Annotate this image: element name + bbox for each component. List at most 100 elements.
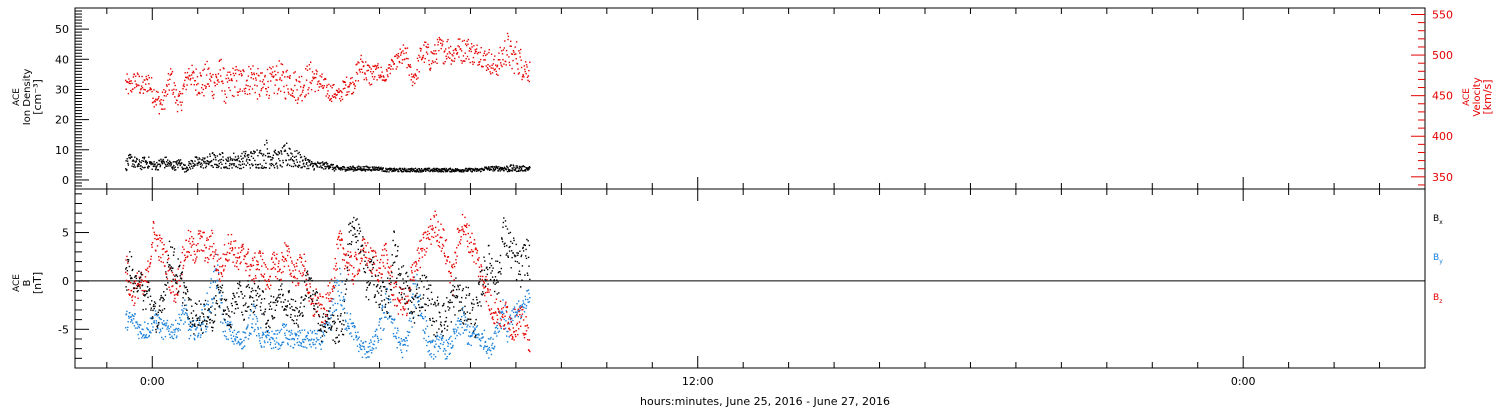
by-point xyxy=(260,345,262,347)
density-point xyxy=(199,158,201,160)
by-point xyxy=(131,314,133,316)
bz-point xyxy=(313,313,316,316)
bx-point xyxy=(142,300,145,302)
by-point xyxy=(144,321,146,323)
velocity-point xyxy=(179,90,181,93)
by-point xyxy=(361,348,363,351)
velocity-point xyxy=(446,40,448,43)
by-point xyxy=(489,349,491,351)
bz-point xyxy=(313,315,315,317)
density-point xyxy=(414,170,416,172)
bz-point xyxy=(379,261,381,264)
velocity-point xyxy=(264,74,266,77)
density-point xyxy=(390,168,393,171)
by-point xyxy=(434,356,437,358)
by-point xyxy=(326,322,328,324)
velocity-point xyxy=(251,88,254,90)
velocity-point xyxy=(518,50,520,52)
bx-point xyxy=(341,328,343,330)
bx-point xyxy=(187,290,189,293)
velocity-point xyxy=(200,75,202,77)
bx-point xyxy=(250,296,252,298)
by-point xyxy=(358,343,361,345)
bx-point xyxy=(168,266,170,268)
by-point xyxy=(515,311,517,313)
bx-point xyxy=(173,248,176,250)
velocity-point xyxy=(278,87,280,90)
density-point xyxy=(128,157,130,159)
bz-point xyxy=(408,299,410,301)
bz-point xyxy=(451,265,453,268)
by-point xyxy=(217,264,219,266)
density-point xyxy=(245,164,247,166)
bx-point xyxy=(239,285,242,287)
density-point xyxy=(156,161,158,164)
velocity-point xyxy=(310,89,313,91)
density-point xyxy=(150,163,152,166)
density-point xyxy=(296,161,298,163)
velocity-point xyxy=(415,75,417,77)
by-point xyxy=(389,301,392,303)
bx-point xyxy=(421,274,424,277)
velocity-point xyxy=(473,61,475,64)
velocity-point xyxy=(330,85,332,87)
velocity-point xyxy=(138,75,140,78)
bx-point xyxy=(168,240,171,243)
bz-point xyxy=(453,279,455,281)
bz-point xyxy=(197,233,200,235)
by-point xyxy=(170,331,172,333)
bz-point xyxy=(177,268,179,270)
by-point xyxy=(205,331,207,333)
density-point xyxy=(194,160,196,162)
by-point xyxy=(351,325,354,328)
bz-point xyxy=(174,297,176,300)
velocity-point xyxy=(152,97,154,99)
velocity-point xyxy=(212,97,215,99)
velocity-point xyxy=(478,61,480,63)
bz-point xyxy=(217,254,219,256)
bx-point xyxy=(352,227,355,229)
bz-point xyxy=(423,249,426,251)
density-point xyxy=(503,169,505,172)
velocity-point xyxy=(406,47,409,49)
by-point xyxy=(466,343,469,345)
by-point xyxy=(148,334,150,337)
velocity-point xyxy=(465,44,468,47)
by-point xyxy=(149,330,151,332)
density-point xyxy=(228,160,230,162)
density-point xyxy=(307,159,309,161)
bz-point xyxy=(200,235,202,237)
bz-point xyxy=(441,236,443,239)
density-point xyxy=(131,165,133,167)
by-point xyxy=(252,318,254,320)
bz-point xyxy=(216,269,218,271)
bz-point xyxy=(353,276,355,278)
by-point xyxy=(482,337,484,339)
bx-point xyxy=(164,283,166,286)
bz-point xyxy=(432,229,434,231)
by-point xyxy=(230,334,232,336)
bz-point xyxy=(181,273,183,276)
by-point xyxy=(305,336,307,338)
bz-point xyxy=(416,269,418,271)
velocity-point xyxy=(189,75,191,77)
velocity-point xyxy=(461,40,464,42)
density-point xyxy=(203,160,205,162)
density-point xyxy=(522,170,524,172)
bz-point xyxy=(209,245,211,248)
density-point xyxy=(374,167,376,169)
bz-point xyxy=(351,279,353,281)
bx-point xyxy=(153,304,155,306)
velocity-point xyxy=(460,59,462,62)
velocity-point xyxy=(165,95,167,97)
density-point xyxy=(206,162,208,164)
density-point xyxy=(455,170,457,172)
bx-point xyxy=(138,270,140,272)
bz-point xyxy=(237,252,239,254)
velocity-point xyxy=(221,90,223,92)
bz-point xyxy=(198,250,200,252)
velocity-point xyxy=(154,100,156,102)
bx-point xyxy=(406,301,408,303)
velocity-point xyxy=(450,59,453,61)
bx-point xyxy=(215,300,218,302)
